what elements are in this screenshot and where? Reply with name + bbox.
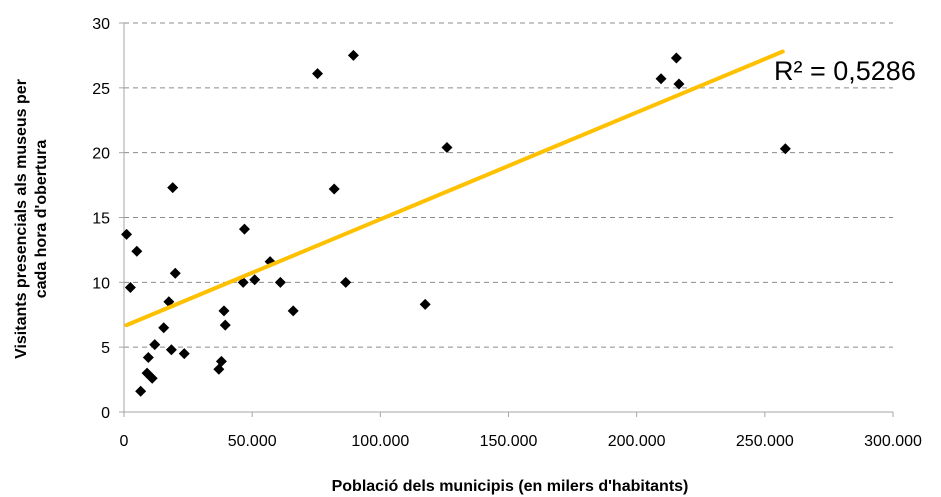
y-axis-title-line-2: cada hora d'obertura	[33, 140, 50, 299]
data-point-7	[149, 339, 161, 351]
data-point-20	[249, 274, 261, 286]
data-point-11	[167, 182, 179, 194]
y-tick-label-4: 20	[92, 146, 110, 163]
x-tick-label-0: 0	[120, 433, 129, 450]
data-point-6	[146, 372, 158, 384]
data-point-25	[328, 183, 340, 195]
data-point-22	[274, 276, 286, 288]
data-point-26	[340, 276, 352, 288]
data-point-32	[673, 78, 685, 90]
data-point-13	[178, 348, 190, 360]
data-point-31	[670, 52, 682, 64]
data-point-19	[238, 223, 250, 235]
x-tick-label-2: 100.000	[351, 433, 409, 450]
data-point-8	[158, 322, 170, 334]
x-tick-label-5: 250.000	[736, 433, 794, 450]
data-point-17	[219, 319, 231, 331]
data-point-1	[124, 282, 136, 294]
data-point-24	[312, 68, 324, 80]
x-axis-title: Població dels municipis (en milers d'hab…	[332, 478, 689, 495]
data-point-5	[142, 352, 154, 364]
data-point-16	[218, 305, 230, 317]
x-tick-label-4: 200.000	[608, 433, 666, 450]
data-point-27	[347, 49, 359, 61]
y-tick-label-3: 15	[92, 211, 110, 228]
y-axis-title-line-1: Visitants presencials als museus per	[13, 79, 30, 359]
y-tick-label-5: 25	[92, 81, 110, 98]
data-point-3	[135, 385, 147, 397]
data-point-15	[215, 355, 227, 367]
x-tick-label-6: 300.000	[864, 433, 922, 450]
r-squared-label: R² = 0,5286	[774, 56, 916, 86]
data-point-30	[655, 73, 667, 85]
y-tick-label-6: 30	[92, 16, 110, 33]
data-point-29	[441, 141, 453, 153]
data-point-23	[287, 305, 299, 317]
x-tick-label-3: 150.000	[480, 433, 538, 450]
x-tick-labels: 0 50.000 100.000 150.000 200.000 250.000 300.0…	[120, 412, 922, 450]
y-tick-label-2: 10	[92, 275, 110, 292]
data-point-0	[121, 228, 133, 240]
data-point-10	[165, 344, 177, 356]
data-point-33	[779, 143, 791, 155]
data-point-28	[419, 298, 431, 310]
trendline	[124, 49, 785, 328]
data-points	[121, 49, 791, 397]
x-tick-label-1: 50.000	[228, 433, 277, 450]
y-tick-labels: 0 5 10 15 20 25 30	[92, 16, 124, 422]
y-tick-label-0: 0	[101, 405, 110, 422]
data-point-2	[131, 245, 143, 257]
data-point-12	[169, 267, 181, 279]
y-tick-label-1: 5	[101, 340, 110, 357]
